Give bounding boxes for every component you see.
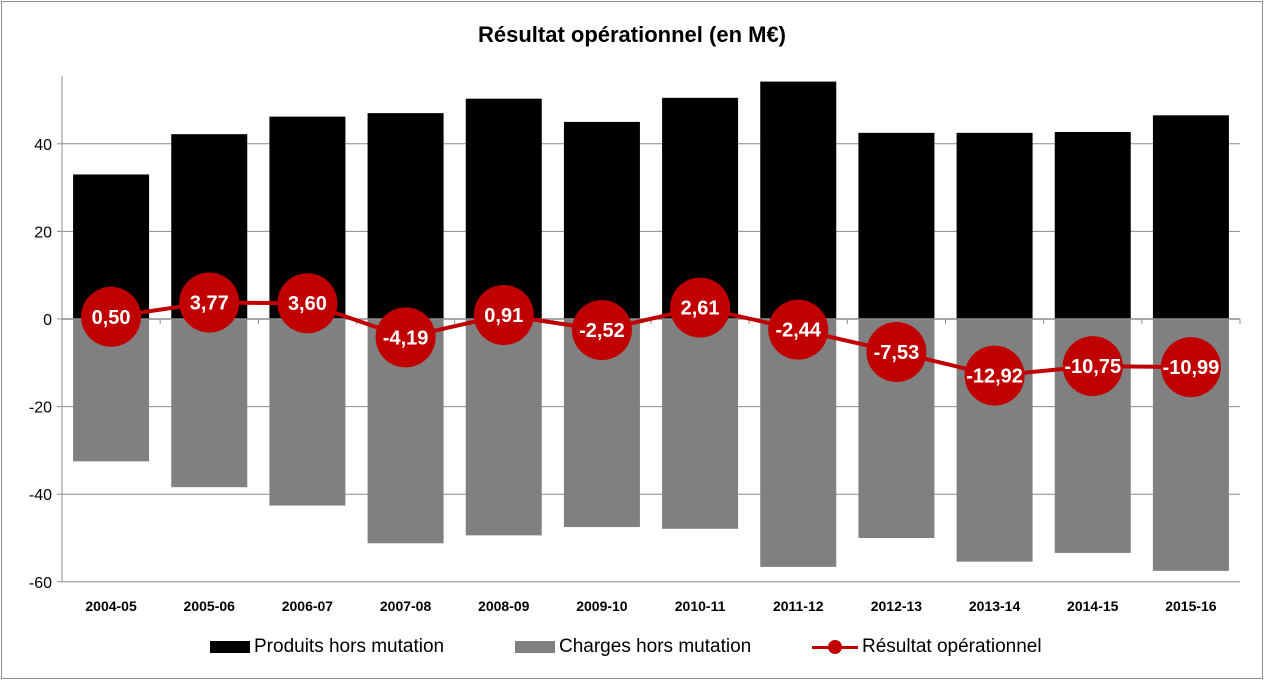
result-marker — [768, 299, 829, 360]
legend-item-resultat: Résultat opérationnel — [812, 634, 1042, 660]
result-marker — [964, 345, 1025, 406]
x-tick-label: 2007-08 — [380, 598, 432, 614]
x-tick-label: 2008-09 — [478, 598, 530, 614]
bar-charges — [760, 319, 837, 567]
bar-produits — [760, 81, 837, 319]
bar-charges — [171, 319, 248, 488]
y-tick-label: -60 — [29, 575, 52, 592]
bar-charges — [269, 319, 346, 506]
bar-produits — [465, 98, 542, 319]
result-data-label: 3,77 — [190, 292, 229, 314]
x-tick-label: 2011-12 — [773, 598, 824, 614]
result-data-label: -12,92 — [966, 366, 1023, 388]
x-tick-label: 2010-11 — [675, 598, 726, 614]
result-data-label: 2,61 — [681, 298, 720, 320]
result-marker — [866, 321, 927, 382]
result-data-label: -10,75 — [1064, 356, 1121, 378]
result-data-label: 0,50 — [92, 307, 131, 329]
y-tick-label: 40 — [34, 137, 52, 154]
legend-line-resultat — [812, 640, 858, 654]
y-tick-label: -40 — [29, 487, 52, 504]
result-marker — [81, 286, 142, 347]
result-marker — [670, 277, 731, 338]
result-data-label: 3,60 — [288, 293, 327, 315]
y-tick-label: 0 — [43, 312, 52, 329]
x-tick-label: 2006-07 — [282, 598, 334, 614]
result-marker — [179, 272, 240, 333]
legend-label-resultat: Résultat opérationnel — [862, 636, 1042, 657]
y-tick-label: 20 — [34, 224, 52, 241]
legend-swatch-produits — [210, 641, 250, 653]
legend-item-produits: Produits hors mutation — [210, 634, 444, 660]
legend: Produits hors mutation Charges hors muta… — [0, 634, 1264, 660]
bar-produits — [956, 132, 1033, 319]
x-tick-label: 2005-06 — [184, 598, 236, 614]
result-data-label: 0,91 — [484, 305, 523, 327]
bar-produits — [563, 121, 640, 320]
legend-item-charges: Charges hors mutation — [515, 634, 751, 660]
result-data-label: -4,19 — [383, 327, 429, 349]
legend-label-produits: Produits hors mutation — [254, 636, 445, 657]
bar-charges — [662, 319, 739, 529]
result-marker — [1160, 337, 1221, 398]
result-marker — [1062, 336, 1123, 397]
legend-label-charges: Charges hors mutation — [559, 636, 752, 657]
x-tick-label: 2013-14 — [969, 598, 1021, 614]
result-data-label: -10,99 — [1163, 357, 1220, 379]
result-marker — [375, 307, 436, 368]
bar-produits — [858, 132, 935, 319]
bar-produits — [367, 113, 444, 319]
x-tick-label: 2015-16 — [1165, 598, 1217, 614]
result-data-label: -2,44 — [775, 320, 821, 342]
x-tick-label: 2014-15 — [1067, 598, 1119, 614]
x-tick-label: 2012-13 — [871, 598, 923, 614]
result-marker — [571, 300, 632, 361]
result-data-label: -2,52 — [579, 320, 625, 342]
bar-charges — [465, 319, 542, 536]
result-data-label: -7,53 — [874, 342, 920, 364]
bar-produits — [1054, 131, 1131, 319]
result-marker — [473, 285, 534, 346]
chart-title: Résultat opérationnel (en M€) — [477, 22, 787, 47]
legend-swatch-charges — [515, 641, 555, 653]
y-tick-label: -20 — [29, 400, 52, 417]
bar-produits — [1152, 115, 1229, 319]
x-tick-label: 2004-05 — [85, 598, 137, 614]
result-marker — [277, 273, 338, 334]
x-tick-label: 2009-10 — [576, 598, 628, 614]
